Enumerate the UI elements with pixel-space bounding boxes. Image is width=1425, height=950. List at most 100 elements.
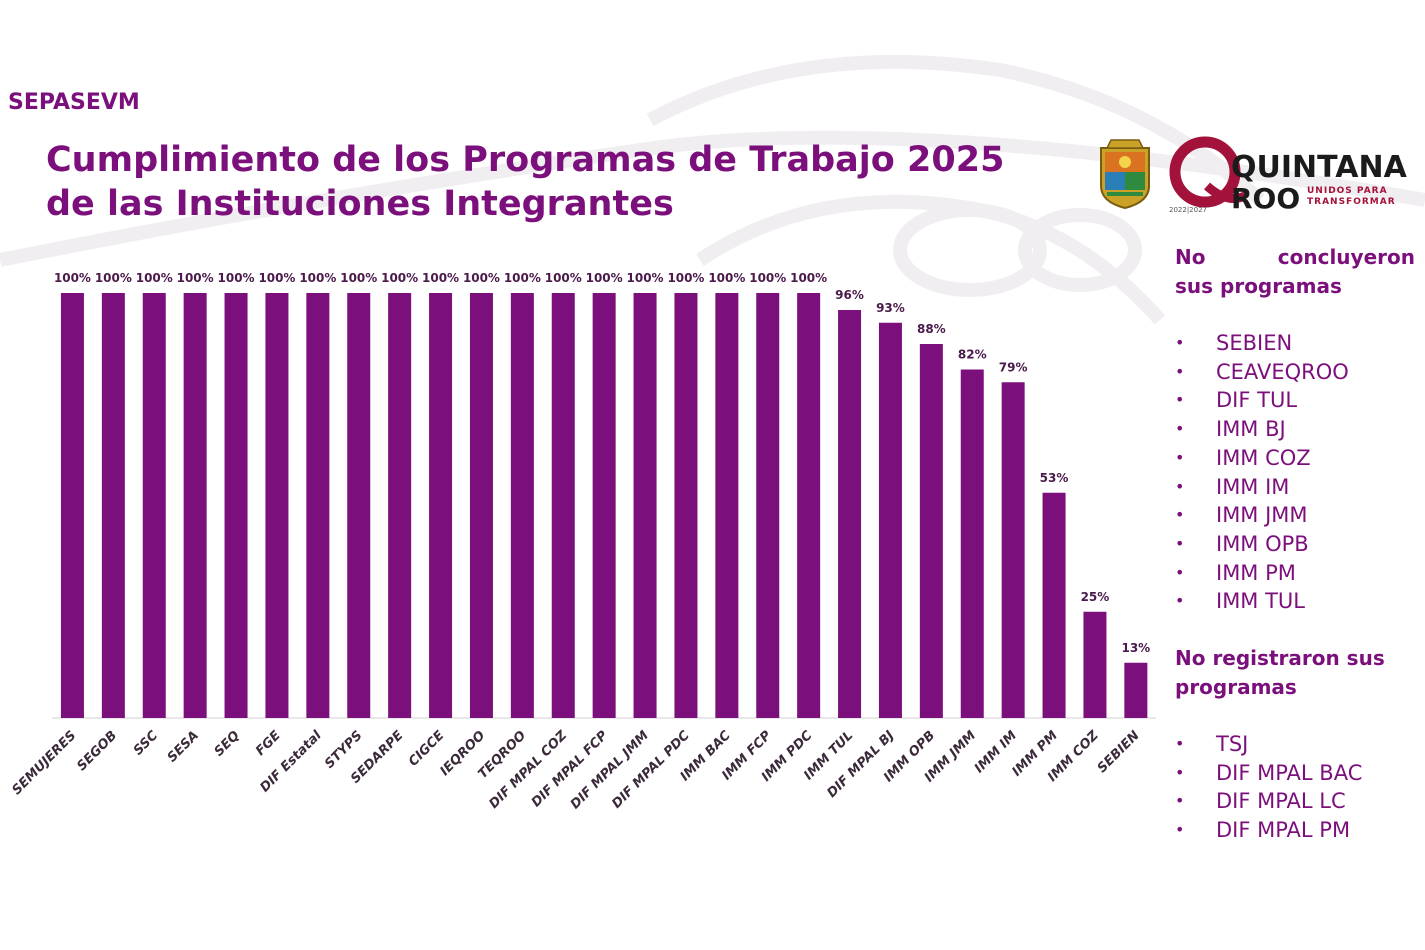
bar bbox=[633, 293, 657, 718]
x-tick-label: SEMUJERES bbox=[9, 728, 79, 798]
logo-text-line-1: QUINTANA bbox=[1231, 150, 1407, 185]
list-item: • IMM PM bbox=[1175, 559, 1415, 588]
bullet-icon: • bbox=[1175, 791, 1185, 811]
data-label: 100% bbox=[627, 271, 664, 285]
bullet-icon: • bbox=[1175, 390, 1185, 410]
bar bbox=[388, 293, 412, 718]
data-label: 100% bbox=[258, 271, 295, 285]
bar-chart: 100% SEMUJERES 100% SEGOB 100% SSC 100% SESA 100… bbox=[9, 271, 1156, 812]
not-concluded-heading-no: No bbox=[1175, 245, 1206, 269]
logo-tagline: UNIDOS PARA TRANSFORMAR bbox=[1307, 186, 1396, 207]
bar bbox=[1124, 662, 1148, 718]
page-title: Cumplimiento de los Programas de Trabajo… bbox=[46, 138, 1096, 226]
bar bbox=[224, 293, 248, 718]
bullet-icon: • bbox=[1175, 505, 1185, 525]
bullet-icon: • bbox=[1175, 476, 1185, 496]
bar bbox=[878, 322, 902, 718]
x-tick-label: SESA bbox=[165, 728, 202, 765]
bar bbox=[469, 293, 493, 718]
list-item: • CEAVEQROO bbox=[1175, 358, 1415, 387]
data-label: 93% bbox=[876, 301, 905, 315]
data-label: 100% bbox=[708, 271, 745, 285]
bar bbox=[960, 369, 984, 718]
data-label: 100% bbox=[177, 271, 214, 285]
bar bbox=[101, 293, 125, 718]
list-item-label: DIF MPAL PM bbox=[1216, 818, 1351, 843]
bar bbox=[347, 293, 371, 718]
bar bbox=[674, 293, 698, 718]
data-label: 100% bbox=[545, 271, 582, 285]
not-concluded-heading-word: concluyeron bbox=[1277, 245, 1415, 269]
data-label: 88% bbox=[917, 322, 946, 336]
bullet-icon: • bbox=[1175, 333, 1185, 352]
data-label: 100% bbox=[136, 271, 173, 285]
bar bbox=[919, 344, 943, 718]
not-concluded-section: No concluyeron sus programas • SEBIEN • CEA… bbox=[1175, 243, 1415, 616]
data-label: 100% bbox=[586, 271, 623, 285]
list-item: • IMM COZ bbox=[1175, 444, 1415, 473]
page-title-line-2: de las Instituciones Integrantes bbox=[46, 184, 674, 224]
not-registered-heading-line-2: programas bbox=[1175, 675, 1297, 699]
bullet-icon: • bbox=[1175, 361, 1185, 381]
data-label: 100% bbox=[218, 271, 255, 285]
not-registered-heading: No registraron sus programas bbox=[1175, 644, 1415, 702]
data-label: 100% bbox=[299, 271, 336, 285]
data-label: 100% bbox=[790, 271, 827, 285]
bar bbox=[183, 293, 207, 718]
not-registered-list: • TSJ • DIF MPAL BAC • DIF MPAL LC • DIF MPAL P… bbox=[1175, 730, 1415, 845]
not-registered-section: No registraron sus programas • TSJ • DIF MP… bbox=[1175, 644, 1415, 845]
list-item: • IMM BJ bbox=[1175, 415, 1415, 444]
list-item: • SEBIEN bbox=[1175, 329, 1415, 358]
bar bbox=[1001, 382, 1025, 718]
list-item-label: IMM PM bbox=[1216, 560, 1296, 585]
bar bbox=[592, 293, 616, 718]
not-registered-heading-line-1: No registraron sus bbox=[1175, 646, 1385, 670]
not-concluded-heading-line-2: sus programas bbox=[1175, 274, 1342, 298]
list-item: • TSJ bbox=[1175, 730, 1415, 759]
data-label: 25% bbox=[1081, 590, 1110, 604]
data-label: 100% bbox=[749, 271, 786, 285]
list-item-label: IMM TUL bbox=[1216, 589, 1306, 614]
x-tick-label: SSC bbox=[131, 728, 162, 759]
list-item: • DIF TUL bbox=[1175, 386, 1415, 415]
data-label: 13% bbox=[1121, 641, 1150, 655]
state-shield-logo bbox=[1100, 139, 1150, 210]
bar bbox=[429, 293, 453, 718]
data-label: 100% bbox=[504, 271, 541, 285]
data-label: 100% bbox=[381, 271, 418, 285]
quintana-roo-logo: QUINTANA ROO UNIDOS PARA TRANSFORMAR 202… bbox=[1163, 130, 1407, 218]
x-tick-label: SEBIEN bbox=[1095, 728, 1143, 776]
bullet-icon: • bbox=[1175, 562, 1185, 582]
list-item-label: DIF TUL bbox=[1216, 388, 1298, 413]
list-item: • IMM JMM bbox=[1175, 501, 1415, 530]
list-item: • IMM IM bbox=[1175, 473, 1415, 502]
list-item-label: DIF MPAL BAC bbox=[1216, 760, 1363, 785]
bar bbox=[1042, 492, 1066, 718]
bullet-icon: • bbox=[1175, 591, 1185, 611]
list-item: • DIF MPAL PM bbox=[1175, 816, 1415, 845]
bullet-icon: • bbox=[1175, 734, 1185, 753]
data-label: 79% bbox=[999, 360, 1028, 374]
list-item-label: IMM COZ bbox=[1216, 445, 1311, 470]
list-item-label: IMM JMM bbox=[1216, 503, 1308, 528]
list-item: • IMM TUL bbox=[1175, 587, 1415, 616]
x-tick-label: SEGOB bbox=[74, 728, 120, 774]
list-item: • DIF MPAL BAC bbox=[1175, 759, 1415, 788]
list-item-label: TSJ bbox=[1216, 732, 1249, 756]
list-item-label: DIF MPAL LC bbox=[1216, 789, 1346, 814]
x-tick-label: DIF MPAL FCP bbox=[529, 728, 611, 810]
bar bbox=[265, 293, 289, 718]
bar bbox=[142, 293, 166, 718]
bar bbox=[797, 293, 821, 718]
logo-years: 2022|2027 bbox=[1169, 206, 1207, 214]
list-item-label: IMM IM bbox=[1216, 474, 1290, 499]
data-label: 82% bbox=[958, 348, 987, 362]
list-item-label: CEAVEQROO bbox=[1216, 359, 1349, 384]
bar bbox=[551, 293, 575, 718]
bar bbox=[60, 293, 84, 718]
bar bbox=[510, 293, 534, 718]
bar bbox=[838, 310, 862, 718]
bullet-icon: • bbox=[1175, 533, 1185, 553]
data-label: 100% bbox=[54, 271, 91, 285]
data-label: 96% bbox=[835, 288, 864, 302]
